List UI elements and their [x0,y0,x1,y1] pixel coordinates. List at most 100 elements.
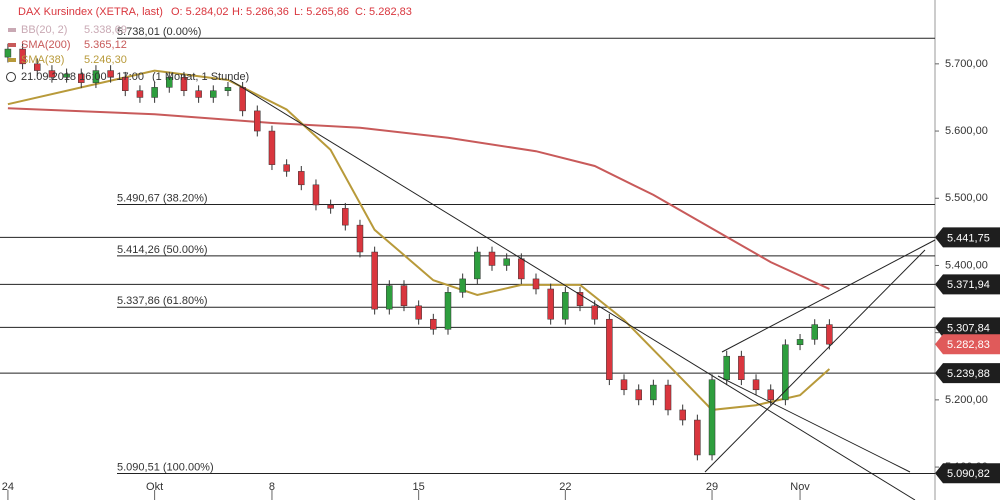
candle-body [606,318,613,380]
trend-line [721,239,936,353]
legend-value: 5.338,69 [84,24,127,36]
overlay: 5.100,005.200,005.300,005.400,005.500,00… [2,24,1000,493]
x-tick-label: Nov [790,481,810,493]
candle-body [811,324,818,340]
legend-value: 5.365,12 [84,39,127,51]
candle-body [635,389,642,401]
candle-body [723,355,730,380]
candle-body [19,48,26,65]
legend-swatch [8,58,16,62]
y-tick-label: 5.600,00 [945,125,988,137]
candle-body [195,90,202,98]
candle-body [180,77,188,91]
marker-box [935,334,1000,355]
ohlc: C: 5.282,83 [355,6,412,18]
candle-body [532,278,540,290]
candle-body [356,224,364,253]
x-tick-label: 29 [706,481,718,493]
candle-body [386,285,393,310]
period: 21.09.2018 16:00 - 17:00 [21,71,144,83]
y-tick-label: 5.400,00 [945,259,988,271]
x-tick-label: Okt [146,481,163,493]
level-label: 5.337,86 (61.80%) [117,295,208,307]
candle-body [268,130,276,165]
trend-line [704,249,926,473]
x-tick-label: 15 [413,481,425,493]
marker-box [935,274,1000,295]
candle-body [796,339,804,346]
candle-body [298,171,305,186]
plot [0,37,939,500]
candle-body [136,90,144,98]
candle-body [474,251,481,280]
candle-body [254,110,261,132]
marker-box [935,227,1000,248]
candle-body [166,77,173,88]
ohlc: L: 5.265,86 [294,6,349,18]
candle-body [48,70,56,78]
candle-body [752,379,760,391]
trend-line [717,375,911,473]
candle-body [122,77,129,91]
candle-body [63,73,70,78]
header: DAX Kursindex (XETRA, last) O: 5.284,02 … [6,6,412,83]
candle-body [327,204,334,209]
marker-box [935,463,1000,484]
marker-box [935,317,1000,338]
candle-body [488,251,496,266]
candle-body [400,285,408,307]
y-tick-label: 5.500,00 [945,192,988,204]
y-tick-label: 5.700,00 [945,58,988,70]
legend-swatch [8,43,16,47]
candle-body [518,258,525,280]
x-tick-label: 22 [559,481,571,493]
candle-body [708,379,716,456]
level-label: 5.490,67 (38.20%) [117,192,208,204]
candle-body [664,384,672,411]
candle-body [210,90,217,98]
level-label: 5.090,51 (100.00%) [117,461,214,473]
ohlc: O: 5.284,02 [171,6,229,18]
candle-body [430,318,437,330]
marker-label: 5.441,75 [947,232,990,244]
candle-body [562,292,569,320]
candle-body [576,292,584,307]
level-label: 5.738,01 (0.00%) [117,26,201,38]
candle-body [4,48,12,58]
marker-box [935,363,1000,384]
title: DAX Kursindex (XETRA, last) [18,6,163,18]
candle-body [503,258,510,266]
candle-body [459,278,466,293]
candle-body [547,288,554,320]
interval: (1 Monat, 1 Stunde) [152,71,249,83]
candle-body [78,73,85,83]
candle-body [738,355,745,380]
candle-body [312,184,320,206]
candle-body [151,87,158,98]
x-tick-label: 24 [2,481,14,493]
candle-body [415,305,422,320]
candle-body [92,70,100,83]
sma-line [7,107,830,290]
candle-body [782,344,789,401]
trend-line [229,79,916,500]
candle-body [342,208,349,226]
legend-swatch [8,28,16,32]
marker-label: 5.090,82 [947,468,990,480]
candle-body [679,409,686,421]
candle-body [826,324,833,345]
legend-name: SMA(38) [21,54,64,66]
sma-line [7,69,831,411]
marker-label: 5.282,83 [947,339,990,351]
candle-body [694,419,701,456]
candle-body [34,63,41,71]
y-tick-label: 5.200,00 [945,394,988,406]
candle-body [371,251,378,310]
level-label: 5.414,26 (50.00%) [117,244,208,256]
legend-name: BB(20, 2) [21,24,67,36]
legend-value: 5.246,30 [84,54,127,66]
candle-body [620,379,628,391]
legend-name: SMA(200) [21,39,71,51]
marker-label: 5.371,94 [947,279,990,291]
